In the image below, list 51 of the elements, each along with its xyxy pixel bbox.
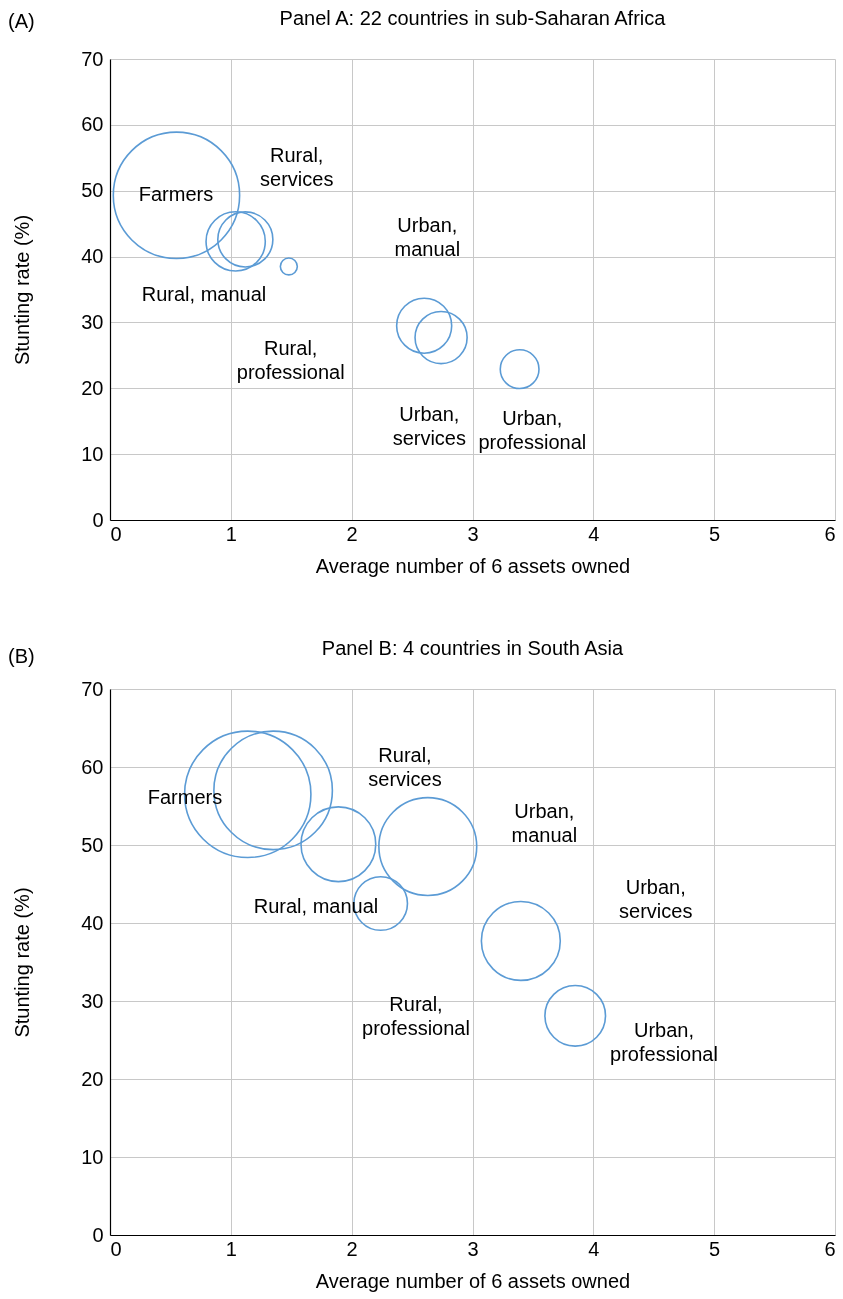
y-axis-title: Stunting rate (%) xyxy=(11,214,34,366)
y-tick-label: 50 xyxy=(81,179,104,202)
y-tick-label: 60 xyxy=(81,755,104,778)
chart-title: Panel A: 22 countries in sub-Saharan Africa xyxy=(279,7,667,29)
x-axis-title: Average number of 6 assets owned xyxy=(315,554,631,577)
x-tick-label: 3 xyxy=(467,522,479,545)
x-tick-label: 6 xyxy=(824,1237,836,1260)
y-tick-label: 30 xyxy=(81,310,104,333)
text: (A) xyxy=(8,10,35,32)
annotation: Urban, professional xyxy=(478,407,587,453)
y-tick-label: 0 xyxy=(92,508,104,531)
annotation: Urban, manual xyxy=(394,213,461,260)
annotation: Urban, manual xyxy=(511,799,578,846)
annotation: Urban, services xyxy=(392,403,466,450)
annotation: Rural, services xyxy=(368,743,442,790)
x-tick-label: 2 xyxy=(346,1237,358,1260)
x-tick-label: 0 xyxy=(110,1237,122,1260)
y-tick-label: 70 xyxy=(81,677,104,700)
x-tick-label: 5 xyxy=(709,1237,721,1260)
x-tick-label: 3 xyxy=(467,1237,479,1260)
annotation: Rural, professional xyxy=(362,993,470,1039)
y-tick-label: 40 xyxy=(81,245,104,268)
y-axis-title: Stunting rate (%) xyxy=(11,887,34,1038)
y-tick-label: 30 xyxy=(81,989,104,1012)
annotation: Rural, manual xyxy=(253,895,379,918)
y-tick-label: 0 xyxy=(92,1223,104,1246)
annotation: Farmers xyxy=(138,183,214,206)
x-tick-label: 4 xyxy=(588,1237,600,1260)
y-tick-label: 40 xyxy=(81,911,104,934)
annotation: Rural, manual xyxy=(141,282,267,305)
annotation: Rural, professional xyxy=(236,337,345,383)
y-tick-label: 20 xyxy=(81,376,104,399)
text: (B) xyxy=(8,645,35,668)
x-axis-title: Average number of 6 assets owned xyxy=(315,1269,631,1292)
chart-title: Panel B: 4 countries in South Asia xyxy=(321,637,625,659)
y-tick-label: 60 xyxy=(81,113,104,136)
x-tick-label: 1 xyxy=(225,522,237,545)
x-tick-label: 5 xyxy=(709,522,721,545)
y-tick-label: 20 xyxy=(81,1067,104,1090)
y-tick-label: 10 xyxy=(81,1145,104,1168)
annotation: Rural, services xyxy=(260,144,334,191)
y-tick-label: 10 xyxy=(81,442,104,465)
x-tick-label: 2 xyxy=(346,522,358,545)
annotation: Urban, services xyxy=(619,876,693,923)
x-tick-label: 1 xyxy=(225,1237,237,1260)
y-tick-label: 70 xyxy=(81,47,104,70)
annotation: Urban, professional xyxy=(610,1018,718,1065)
x-tick-label: 6 xyxy=(824,522,836,545)
x-tick-label: 4 xyxy=(588,522,600,545)
y-tick-label: 50 xyxy=(81,833,104,856)
x-tick-label: 0 xyxy=(110,522,122,545)
